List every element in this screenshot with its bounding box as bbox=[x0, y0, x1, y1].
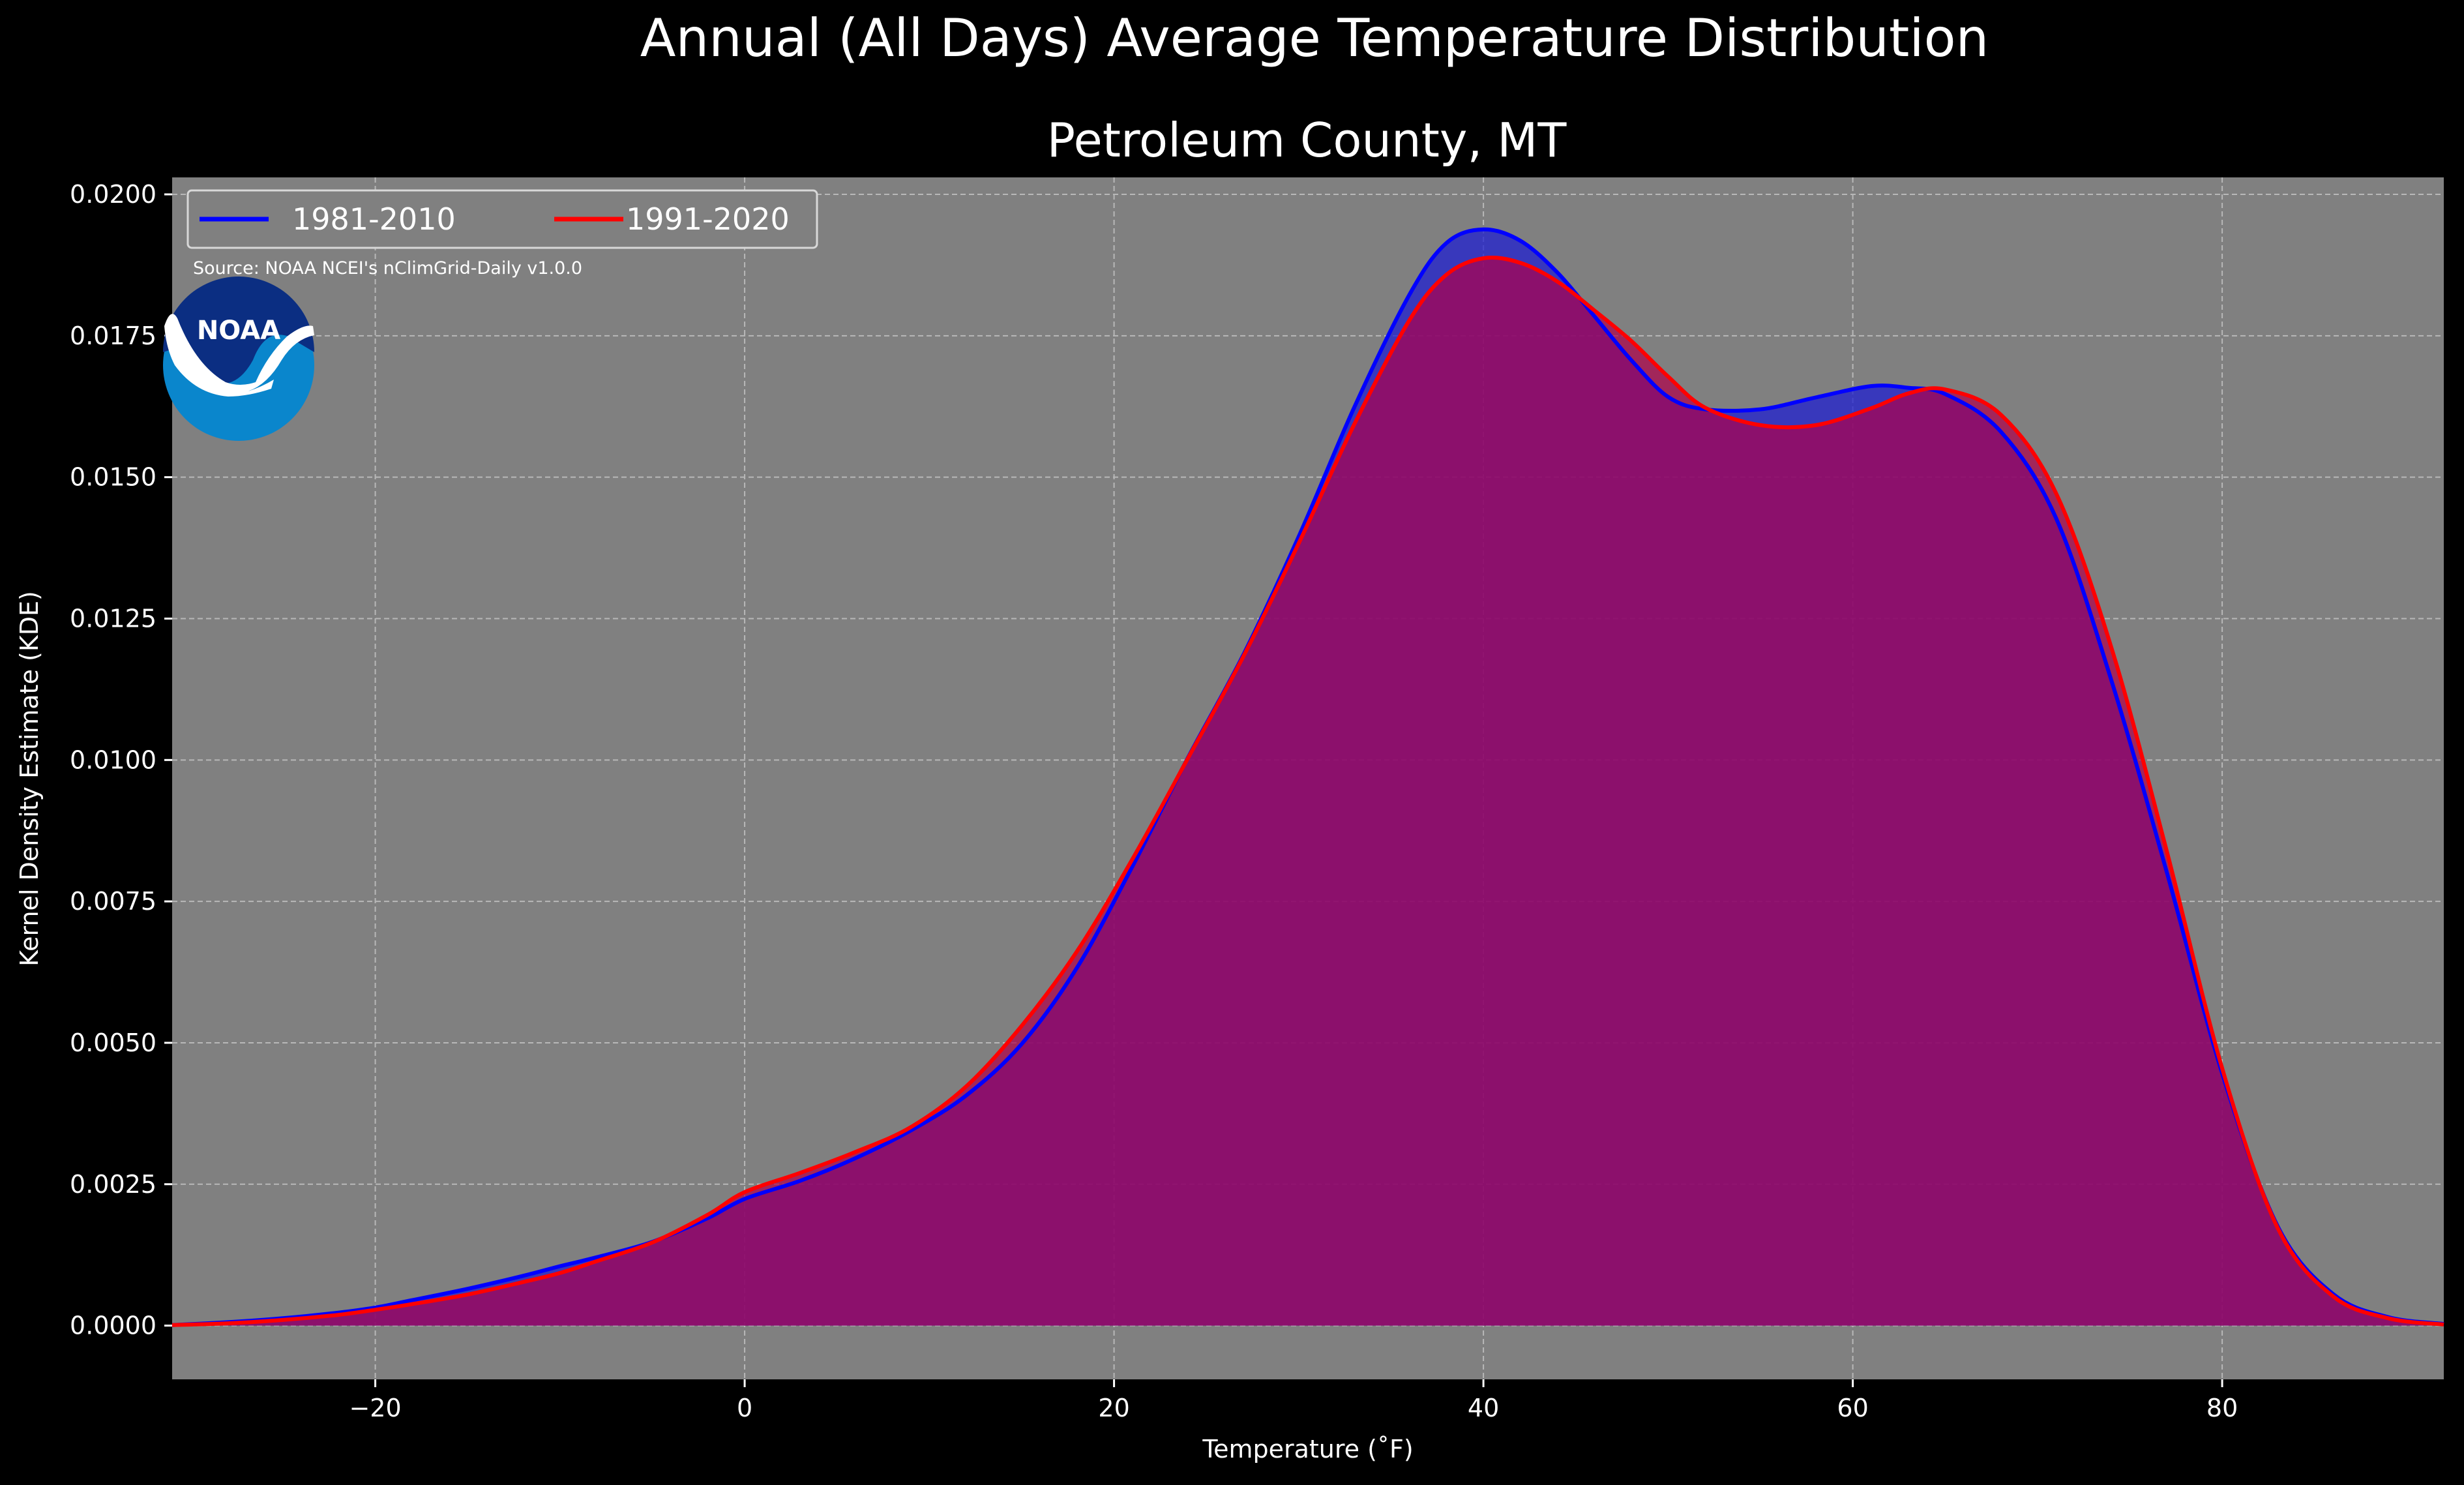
density-line-1991-2020 bbox=[171, 255, 2444, 1327]
y-tick-label: 0.0100 bbox=[70, 745, 156, 774]
x-tick-label: 40 bbox=[1468, 1394, 1499, 1422]
legend: 1981-2010 1991-2020 bbox=[186, 189, 818, 249]
source-note: Source: NOAA NCEI's nClimGrid-Daily v1.0… bbox=[193, 258, 582, 278]
x-tick-label: 0 bbox=[737, 1394, 752, 1422]
axis-ticks: −20 0 20 40 60 80 0.0000 0.0025 0.0050 0.0075 0.01… bbox=[70, 180, 2238, 1422]
y-axis-label: Kernel Density Estimate (KDE) bbox=[15, 591, 44, 967]
y-tick-label: 0.0075 bbox=[70, 887, 156, 916]
density-fill-1991-2020 bbox=[172, 257, 2444, 1326]
y-tick-label: 0.0200 bbox=[70, 180, 156, 209]
x-tick-label: 20 bbox=[1098, 1394, 1129, 1422]
x-tick-label: −20 bbox=[349, 1394, 401, 1422]
y-tick-label: 0.0150 bbox=[70, 463, 156, 492]
y-tick-label: 0.0125 bbox=[70, 604, 156, 633]
noaa-logo-text: NOAA bbox=[197, 316, 280, 346]
x-tick-label: 60 bbox=[1837, 1394, 1868, 1422]
chart-title: Petroleum County, MT bbox=[1047, 113, 1567, 168]
y-tick-label: 0.0000 bbox=[70, 1312, 156, 1340]
density-lines bbox=[171, 227, 2444, 1327]
legend-label-1981-2010: 1981-2010 bbox=[292, 202, 456, 237]
density-fills bbox=[172, 229, 2444, 1326]
legend-label-1991-2020: 1991-2020 bbox=[626, 202, 790, 237]
x-axis-label: Temperature (˚F) bbox=[1202, 1435, 1413, 1463]
chart-suptitle: Annual (All Days) Average Temperature Di… bbox=[640, 8, 1989, 68]
y-tick-label: 0.0025 bbox=[70, 1170, 156, 1199]
legend-box bbox=[186, 189, 818, 249]
x-tick-label: 80 bbox=[2206, 1394, 2238, 1422]
noaa-logo: NOAA bbox=[163, 277, 314, 441]
density-line-1981-2010 bbox=[171, 227, 2444, 1327]
y-tick-label: 0.0050 bbox=[70, 1028, 156, 1057]
y-tick-label: 0.0175 bbox=[70, 322, 156, 350]
